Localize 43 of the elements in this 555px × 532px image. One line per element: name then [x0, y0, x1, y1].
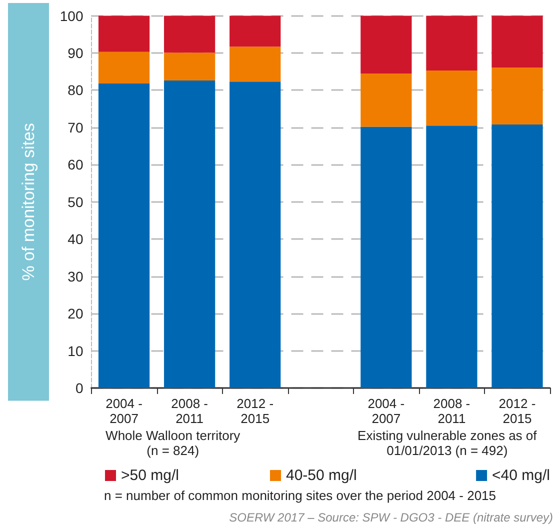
- x-tick-label: 2008 - 2011: [171, 396, 208, 426]
- bar: [98, 52, 150, 84]
- x-tick-label: 2012 - 2015: [498, 396, 536, 426]
- bar: [426, 16, 478, 71]
- legend-label: <40 mg/l: [492, 467, 550, 484]
- y-tick-label: 80: [68, 82, 84, 98]
- y-tick-label: 70: [68, 119, 84, 136]
- bar: [230, 82, 281, 388]
- bar: [164, 16, 216, 53]
- bar: [230, 46, 281, 82]
- x-tick-label: 2004 - 2007: [368, 396, 405, 426]
- y-tick-label: 0: [75, 380, 84, 396]
- bar: [360, 16, 412, 74]
- bar: [492, 68, 543, 124]
- x-tick-label: 2008 - 2011: [433, 396, 470, 426]
- y-tick-label: 40: [68, 231, 84, 248]
- text: SOERW 2017 – Source: SPW - DGO3 - DEE (nitrate survey): [229, 510, 553, 524]
- x-tick-label: 2004 - 2007: [106, 396, 142, 426]
- bar: [426, 126, 478, 388]
- bar: [98, 84, 150, 388]
- y-axis-title: % of monitoring sites: [19, 122, 38, 281]
- bar: [164, 80, 216, 388]
- text: Whole Walloon territory (n = 824): [106, 428, 241, 458]
- legend-label: 40-50 mg/l: [286, 467, 357, 484]
- bar: [426, 70, 478, 126]
- bar: [164, 52, 216, 81]
- y-tick-label: 30: [68, 268, 84, 284]
- bar: [492, 124, 543, 388]
- bar: [230, 16, 281, 47]
- y-tick-label: 60: [68, 156, 84, 173]
- bar: [360, 73, 412, 127]
- x-tick-label: 2012 - 2015: [236, 396, 274, 426]
- bar: [360, 126, 412, 388]
- y-tick-label: 20: [68, 306, 84, 322]
- y-tick-label: 50: [68, 194, 84, 210]
- bar: [98, 16, 150, 52]
- y-tick-label: 90: [68, 45, 84, 62]
- bar: [492, 16, 543, 68]
- legend-label: >50 mg/l: [121, 467, 179, 484]
- y-tick-label: 100: [60, 8, 84, 24]
- y-tick-label: 10: [68, 342, 84, 359]
- text: n = number of common monitoring sites over the period 2004 - 2015: [104, 488, 496, 503]
- text: Existing vulnerable zones as of 01/01/2013 (n = 492): [358, 428, 538, 458]
